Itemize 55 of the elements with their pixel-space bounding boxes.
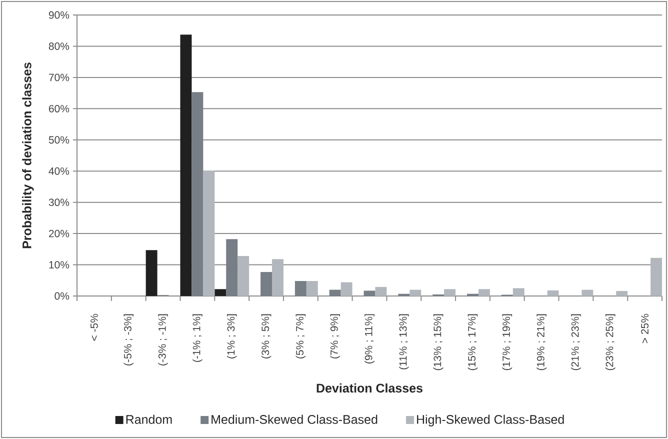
bar: [214, 289, 226, 296]
bar: [238, 256, 250, 296]
y-tick-label: 50%: [48, 136, 70, 144]
bar: [375, 286, 387, 296]
bar: [340, 282, 352, 296]
bar: [582, 290, 594, 296]
x-tick-label: (13% ; 15%]: [433, 314, 444, 370]
x-tick-label: (11% ; 13%]: [399, 314, 409, 370]
y-tick-label: 20%: [48, 230, 70, 238]
bar: [272, 259, 284, 296]
x-tick-label: > 25%: [641, 314, 649, 344]
x-tick-label: (21% ; 23%]: [571, 314, 581, 370]
x-tick-label: (5% ; 7%]: [296, 314, 306, 358]
x-tick-label: (-3% ; -1%]: [158, 314, 168, 366]
y-tick-label: 80%: [48, 42, 70, 50]
x-axis-title: Deviation Classes: [316, 383, 422, 393]
y-tick-label: 60%: [48, 104, 70, 112]
bar: [364, 290, 376, 296]
x-tick-label: (9% ; 11%]: [364, 314, 374, 364]
bar: [306, 281, 318, 296]
y-tick-label: 0%: [54, 292, 70, 300]
bar: [512, 288, 524, 296]
bar: [478, 289, 490, 296]
legend-label: Medium-Skewed Class-Based: [212, 414, 378, 424]
bar: [410, 290, 422, 296]
bar: [203, 170, 215, 296]
bar: [192, 92, 204, 296]
bar: [329, 290, 341, 296]
y-tick-label: 70%: [48, 74, 70, 82]
bar: [226, 239, 238, 296]
x-tick-label: (23% ; 25%]: [606, 314, 616, 370]
bar: [444, 289, 456, 296]
bar: [547, 290, 559, 296]
y-tick-label: 40%: [48, 167, 70, 175]
bar: [260, 272, 272, 296]
bar: [180, 34, 192, 296]
x-tick-label: (15% ; 17%]: [468, 314, 478, 370]
x-tick-label: (17% ; 19%]: [502, 314, 512, 370]
bar: [294, 281, 306, 296]
y-tick-label: 30%: [48, 198, 70, 206]
legend-label: Random: [126, 414, 172, 424]
y-tick-label: 10%: [49, 261, 70, 268]
x-tick-label: < -5%: [90, 314, 98, 341]
x-tick-label: (3% ; 5%]: [261, 314, 272, 358]
bar: [146, 250, 158, 296]
x-tick-label: (-5% ; -3%]: [124, 314, 134, 366]
x-tick-label: (-1% ; 1%]: [192, 314, 202, 362]
y-tick-label: 90%: [48, 11, 70, 19]
bar: [616, 291, 628, 296]
x-tick-label: (1% ; 3%]: [226, 314, 237, 358]
bar: [650, 258, 662, 296]
legend-label: High-Skewed Class-Based: [417, 414, 564, 426]
x-tick-label: (19% ; 21%]: [536, 314, 546, 370]
x-tick-label: (7% ; 9%]: [330, 314, 340, 358]
y-axis-title: Probability of deviation classes: [22, 62, 34, 248]
